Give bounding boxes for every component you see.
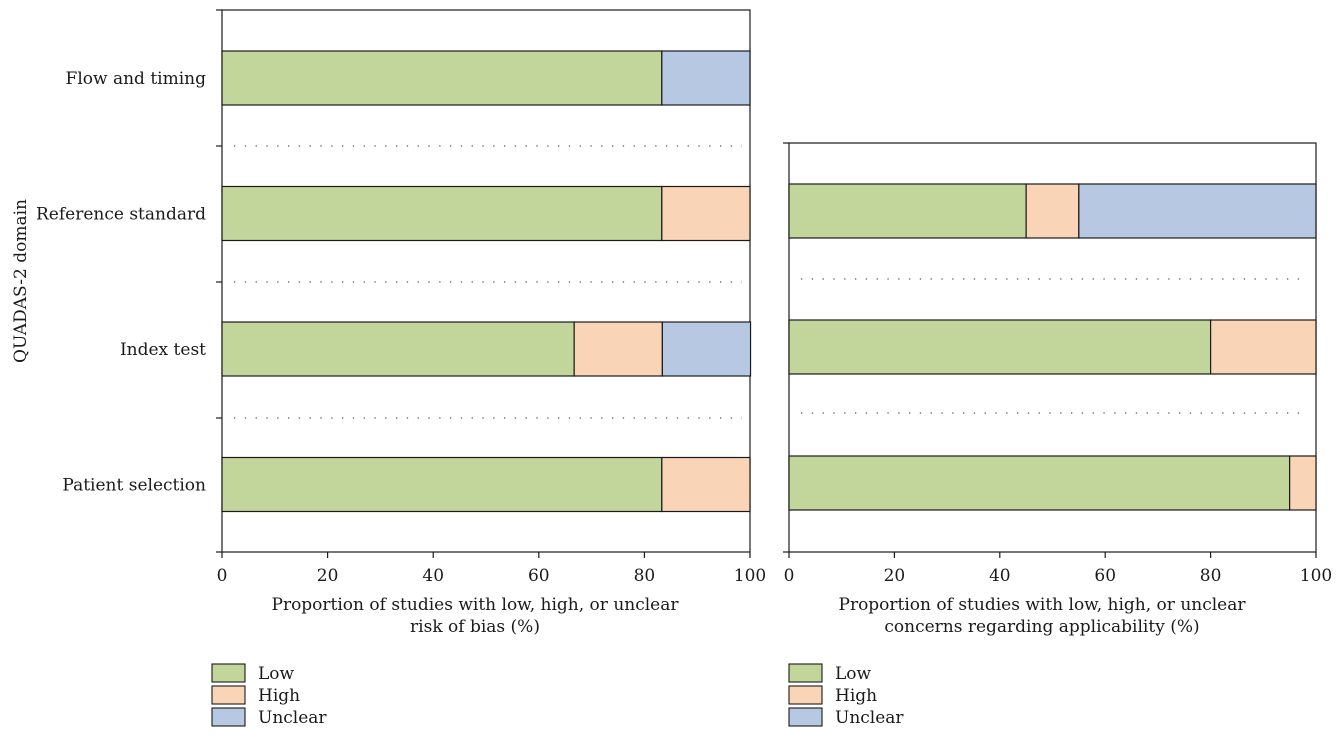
bar-reference-standard-high — [1025, 183, 1080, 239]
legend-swatch-high — [788, 685, 823, 705]
x-axis-title-line-1: Proportion of studies with low, high, or… — [839, 595, 1247, 615]
bar-flow-and-timing-unclear — [661, 50, 751, 106]
bar-index-test-high — [573, 321, 663, 377]
x-tick-label: 20 — [317, 566, 339, 586]
x-tick-label: 60 — [1094, 566, 1116, 586]
x-tick-label: 40 — [422, 566, 444, 586]
legend-label-high: High — [258, 686, 300, 706]
y-axis-title: QUADAS-2 domain — [11, 199, 31, 363]
bar-patient-selection-low — [788, 455, 1291, 511]
category-label-index-test: Index test — [120, 340, 206, 360]
bar-flow-and-timing-low — [221, 50, 663, 106]
bar-reference-standard-low — [221, 185, 663, 242]
legend-swatch-high — [211, 685, 246, 705]
x-tick-label: 80 — [634, 566, 656, 586]
legend-label-low: Low — [258, 664, 295, 684]
bar-index-test-unclear — [661, 321, 752, 377]
category-label-flow-and-timing: Flow and timing — [66, 69, 207, 89]
x-tick-label: 40 — [989, 566, 1011, 586]
bar-index-test-low — [788, 319, 1212, 375]
x-tick-label: 80 — [1200, 566, 1222, 586]
category-label-patient-selection: Patient selection — [62, 476, 206, 496]
bar-reference-standard-unclear — [1078, 183, 1317, 239]
category-label-reference-standard: Reference standard — [36, 205, 206, 225]
x-tick-label: 100 — [734, 566, 766, 586]
bar-reference-standard-high — [661, 185, 751, 242]
bar-patient-selection-high — [1289, 455, 1317, 511]
bar-patient-selection-low — [221, 456, 663, 513]
legend-label-low: Low — [835, 664, 872, 684]
x-tick-label: 0 — [784, 566, 795, 586]
x-tick-label: 100 — [1300, 566, 1332, 586]
plot-frame — [221, 9, 751, 553]
bar-index-test-low — [221, 321, 575, 377]
legend-swatch-low — [788, 663, 823, 683]
legend-swatch-unclear — [211, 707, 246, 727]
x-tick-label: 0 — [217, 566, 228, 586]
legend-swatch-unclear — [788, 707, 823, 727]
x-axis-title-line-2: concerns regarding applicability (%) — [884, 617, 1199, 637]
legend-swatch-low — [211, 663, 246, 683]
legend-label-unclear: Unclear — [835, 708, 904, 728]
bar-reference-standard-low — [788, 183, 1027, 239]
x-axis-title-line-1: Proportion of studies with low, high, or… — [272, 595, 680, 615]
x-axis-title-line-2: risk of bias (%) — [410, 617, 540, 637]
bar-index-test-high — [1209, 319, 1317, 375]
x-tick-label: 20 — [884, 566, 906, 586]
legend-label-high: High — [835, 686, 877, 706]
bar-patient-selection-high — [661, 456, 751, 513]
risk-of-bias-panel: Flow and timing Reference standard Index t… — [11, 9, 766, 728]
applicability-panel: 0 20 40 60 80 100 Proportion of studies with l… — [783, 142, 1332, 728]
x-tick-label: 60 — [528, 566, 550, 586]
legend-label-unclear: Unclear — [258, 708, 327, 728]
